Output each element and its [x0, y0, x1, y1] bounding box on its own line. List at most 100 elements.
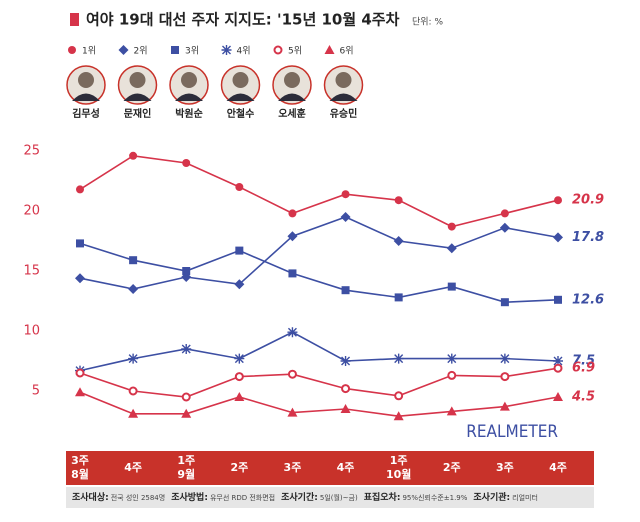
point	[394, 391, 404, 401]
value-label: 12.6	[572, 292, 604, 307]
x-tick-label: 8월	[71, 467, 89, 481]
x-tick-label: 3주	[71, 454, 89, 467]
point	[181, 408, 192, 418]
point	[500, 209, 509, 218]
candidate-name: 김무성	[72, 107, 100, 120]
x-tick-label: 2주	[230, 461, 248, 474]
legend-label: 3위	[185, 46, 199, 57]
point	[340, 212, 351, 222]
point	[288, 269, 297, 278]
point	[288, 209, 297, 218]
photo-head	[232, 72, 249, 88]
footer-text: 유무선 RDD 전화면접	[210, 493, 275, 502]
photo-body	[175, 93, 203, 101]
photo-head	[129, 72, 146, 88]
point	[553, 232, 563, 243]
point	[75, 273, 85, 284]
point	[76, 239, 84, 248]
point	[394, 293, 403, 302]
point	[128, 353, 139, 364]
point	[554, 196, 562, 205]
point	[182, 159, 191, 167]
point	[171, 46, 179, 54]
photo-head	[335, 72, 352, 88]
point	[234, 392, 245, 401]
point	[447, 222, 456, 231]
photo-body	[278, 93, 306, 101]
title-marker	[70, 13, 79, 26]
series-line	[79, 216, 559, 290]
value-label: 20.9	[572, 193, 604, 208]
footer-text: 전국 성인 2584명	[111, 493, 165, 502]
point	[446, 406, 457, 416]
footer-text: 95%신뢰수준±1.9%	[402, 493, 467, 502]
candidate-name: 문재인	[124, 107, 152, 120]
y-tick-label: 10	[23, 324, 40, 339]
series-line	[79, 331, 559, 372]
point	[129, 256, 138, 265]
x-tick-label: 9월	[177, 467, 195, 481]
series-line	[79, 367, 559, 398]
point	[340, 404, 351, 413]
point	[553, 363, 563, 373]
candidate-name: 오세훈	[278, 107, 306, 120]
footer-key: 조사방법:	[171, 491, 208, 503]
point	[341, 384, 351, 394]
footer-text: 리얼미터	[512, 493, 538, 502]
point	[287, 369, 297, 379]
point	[324, 45, 335, 54]
chart-title: 여야 19대 대선 주자 지지도: '15년 10월 4주차	[86, 11, 400, 29]
series-line	[79, 154, 559, 228]
legend-label: 6위	[340, 46, 354, 57]
point	[500, 372, 510, 382]
logo: REALMETER	[466, 422, 558, 442]
x-tick-label: 10월	[386, 467, 411, 481]
point	[499, 222, 510, 233]
photo-body	[72, 93, 100, 101]
point	[554, 295, 562, 304]
point	[447, 282, 456, 291]
unit-label: 단위: %	[412, 17, 443, 28]
x-tick-label: 1주	[177, 454, 195, 467]
point	[234, 353, 245, 364]
legend-label: 5위	[288, 46, 302, 57]
point	[75, 387, 85, 397]
candidate-name: 박원순	[175, 107, 203, 120]
point	[553, 392, 563, 401]
y-tick-label: 25	[23, 144, 40, 159]
point	[499, 353, 510, 364]
x-tick-label: 2주	[443, 461, 461, 474]
series-line	[79, 242, 559, 304]
point	[394, 196, 403, 205]
point	[553, 356, 563, 366]
point	[75, 368, 85, 378]
point	[393, 411, 404, 421]
value-label: 17.8	[572, 230, 604, 245]
footer-key: 조사대상:	[72, 491, 109, 503]
photo-head	[181, 72, 197, 88]
photo-body	[123, 93, 152, 101]
photo-body	[226, 93, 255, 101]
x-tick-label: 3주	[496, 461, 514, 474]
point	[273, 45, 283, 55]
point	[393, 236, 404, 246]
y-tick-label: 5	[32, 384, 40, 399]
point	[234, 372, 244, 382]
point	[182, 267, 191, 275]
point	[234, 279, 245, 290]
point	[128, 284, 139, 294]
point	[447, 370, 457, 380]
footer-band	[66, 487, 594, 508]
candidate-name: 유승민	[330, 107, 358, 120]
value-label: 4.5	[571, 390, 595, 405]
point	[393, 353, 404, 364]
point	[76, 185, 84, 194]
candidate-name: 안철수	[227, 107, 255, 120]
point	[287, 231, 298, 242]
y-tick-label: 15	[23, 264, 40, 279]
legend-label: 1위	[82, 46, 96, 57]
photo-body	[329, 93, 358, 101]
point	[287, 327, 298, 338]
x-tick-label: 4주	[549, 461, 567, 474]
